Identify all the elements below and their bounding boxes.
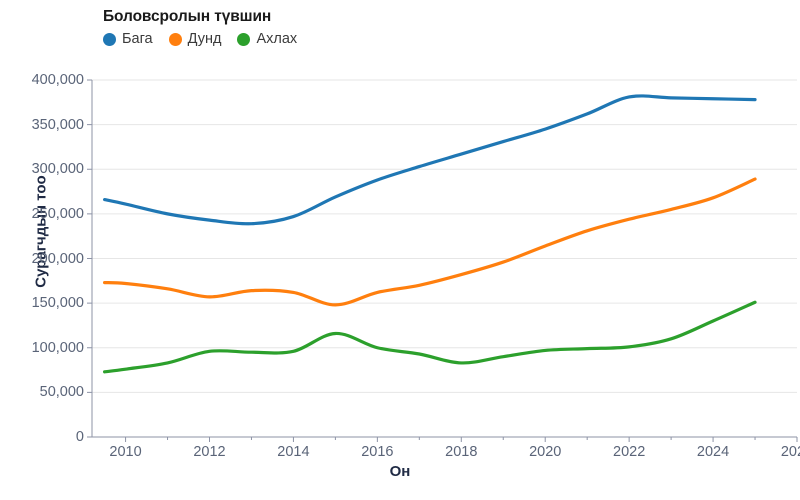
x-axis-title: Он [389,463,411,480]
circle-swatch-icon [168,32,182,46]
legend-item-ahlah[interactable]: Ахлах [237,31,297,47]
x-tick-label: 2024 [696,444,730,460]
legend-item-baga[interactable]: Бага [103,31,153,47]
x-tick-label: 2022 [613,444,646,460]
y-tick-label: 200,000 [31,250,84,267]
x-tick-label: 2016 [361,444,394,460]
y-tick-label: 350,000 [31,116,84,133]
chart-legend: Боловсролын түвшин Бага Дунд Ахлах [103,8,297,47]
y-tick-label: 100,000 [31,339,84,356]
y-tick-label: 250,000 [31,205,84,222]
series-line-бага[interactable] [102,94,757,226]
circle-swatch-icon [103,32,116,46]
y-tick-label: 50,000 [39,384,84,401]
x-tick-label: 2020 [529,444,562,460]
circle-swatch-icon [237,32,251,46]
x-tick-label: 2010 [109,444,142,460]
y-tick-label: 150,000 [31,295,84,312]
legend-item-dund[interactable]: Дунд [168,31,222,47]
y-tick-label: 300,000 [31,161,84,178]
y-tick-label: 0 [75,429,84,445]
legend-item-label: Ахлах [256,31,298,47]
legend-items: Бага Дунд Ахлах [103,31,297,47]
x-tick-label: 2014 [277,444,310,460]
x-tick-label: 2018 [445,444,478,460]
x-tick-label: 2026 [780,444,800,460]
series-line-ахлах[interactable] [102,300,757,374]
legend-item-label: Бага [122,31,153,47]
series-line-дунд[interactable] [102,177,757,307]
x-tick-label: 2012 [193,444,226,460]
legend-item-label: Дунд [187,31,222,47]
y-tick-label: 400,000 [31,72,84,88]
legend-title: Боловсролын түвшин [103,8,272,25]
